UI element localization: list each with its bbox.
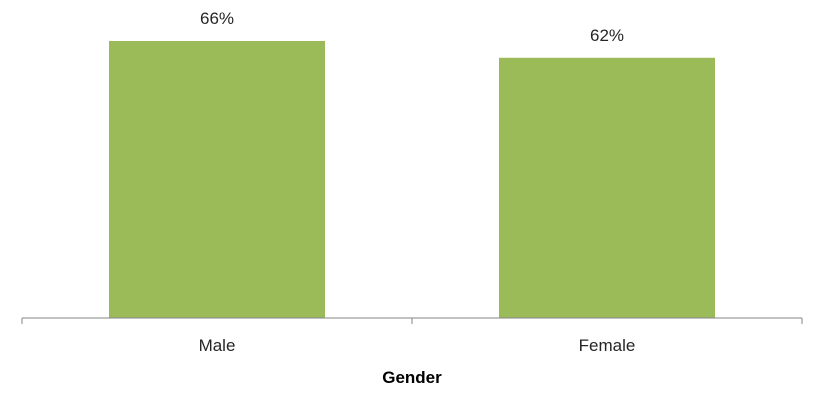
bar-female <box>499 57 715 319</box>
bar-male <box>109 41 325 318</box>
x-tick-label-female: Female <box>579 336 636 355</box>
data-label-male: 66% <box>200 9 234 28</box>
x-tick-labels-group: Male Female <box>199 336 636 355</box>
x-tick-label-male: Male <box>199 336 236 355</box>
bars-group <box>109 41 715 319</box>
x-axis <box>21 317 803 324</box>
data-label-female: 62% <box>590 26 624 45</box>
x-axis-title: Gender <box>382 368 442 387</box>
data-labels-group: 66% 62% <box>200 9 624 45</box>
